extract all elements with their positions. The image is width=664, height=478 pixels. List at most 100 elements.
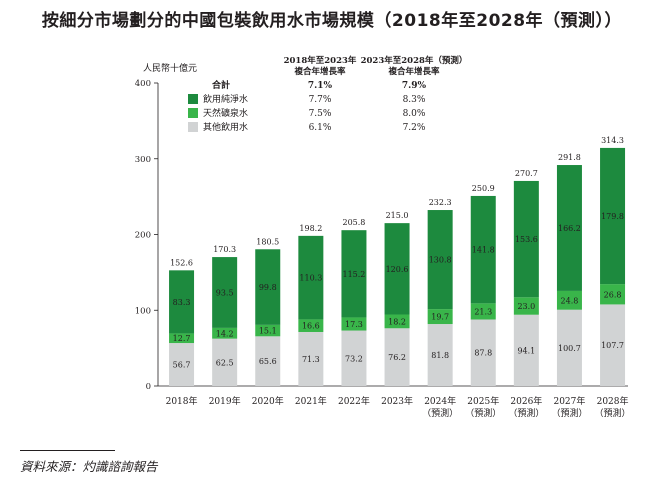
total-label: 215.0	[386, 211, 409, 220]
bar-segment	[212, 257, 238, 328]
source-divider	[20, 450, 115, 451]
data-label: 56.7	[173, 361, 191, 370]
data-label: 12.7	[173, 334, 191, 343]
bar-segment	[384, 314, 410, 329]
cagr-header: 2018年至2023年	[284, 55, 357, 66]
data-label: 14.2	[216, 329, 234, 338]
bar-segment	[513, 297, 539, 315]
bar-segment	[384, 223, 410, 315]
data-label: 73.2	[345, 354, 363, 363]
cagr-value: 7.9%	[402, 81, 427, 91]
bar-segment	[427, 210, 453, 310]
bar-segment	[470, 195, 496, 304]
total-label: 250.9	[472, 184, 495, 193]
data-label: 94.1	[517, 346, 535, 355]
bar-segment	[341, 317, 367, 331]
cagr-value: 7.2%	[403, 123, 426, 133]
x-tick-label: 2027年	[553, 395, 585, 407]
legend-swatch	[188, 94, 198, 104]
total-label: 152.6	[170, 258, 193, 267]
bar-segment	[470, 303, 496, 320]
legend-total-label: 合計	[212, 79, 230, 91]
data-label: 100.7	[558, 344, 581, 353]
cagr-value: 7.1%	[308, 81, 333, 91]
data-label: 99.8	[259, 283, 277, 292]
cagr-value: 7.5%	[309, 109, 332, 119]
x-tick-label: 2022年	[338, 395, 370, 407]
data-label: 24.8	[561, 296, 579, 305]
data-label: 93.5	[216, 288, 234, 297]
x-tick-label: 2018年	[166, 395, 198, 407]
data-label: 141.8	[472, 246, 495, 255]
y-tick-label: 100	[135, 306, 151, 316]
legend-swatch	[188, 122, 198, 132]
cagr-value: 8.3%	[403, 95, 426, 105]
x-tick-label: 2025年	[467, 395, 499, 407]
cagr-value: 6.1%	[309, 123, 332, 133]
total-label: 205.8	[342, 218, 365, 227]
cagr-value: 8.0%	[403, 109, 426, 119]
bar-segment	[384, 328, 410, 386]
data-label: 115.2	[342, 270, 365, 279]
bar-segment	[255, 249, 281, 325]
bar-segment	[600, 304, 626, 386]
bar-segment	[556, 290, 582, 310]
data-label: 107.7	[601, 341, 624, 350]
bar-segment	[556, 309, 582, 386]
x-tick-label: 2024年	[424, 395, 456, 407]
cagr-value: 7.7%	[309, 95, 332, 105]
data-label: 166.2	[558, 224, 581, 233]
x-tick-label: 2019年	[209, 395, 241, 407]
data-label: 71.3	[302, 355, 320, 364]
bar-segment	[427, 324, 453, 386]
page-title: 按細分市場劃分的中國包裝飲用水市場規模（2018年至2028年（預測））	[41, 11, 623, 31]
data-label: 76.2	[388, 353, 406, 362]
total-label: 270.7	[515, 169, 538, 178]
bar-segment	[169, 343, 195, 386]
total-label: 170.3	[213, 245, 236, 254]
bar-segment	[341, 330, 367, 386]
total-label: 198.2	[299, 224, 322, 233]
data-label: 18.2	[388, 317, 406, 326]
bar-segment	[169, 333, 195, 344]
source-note: 資料來源：灼識諮詢報告	[20, 459, 158, 474]
data-label: 62.5	[216, 358, 234, 367]
bar-segment	[600, 147, 626, 285]
bar-segment	[255, 324, 281, 337]
x-tick-label: 2023年	[381, 395, 413, 407]
total-label: 180.5	[256, 237, 279, 246]
data-label: 120.6	[386, 265, 409, 274]
bar-segment	[556, 165, 582, 291]
total-label: 291.8	[558, 153, 581, 162]
y-tick-label: 300	[135, 155, 151, 165]
forecast-note-label: （預測）	[595, 407, 631, 419]
cagr-header: 複合年增長率	[387, 66, 440, 77]
bar-segment	[298, 331, 324, 386]
data-label: 179.8	[601, 212, 624, 221]
bar-segment	[212, 338, 238, 386]
bar-segment	[255, 336, 281, 386]
legend-label: 天然礦泉水	[203, 107, 248, 119]
bar-segment	[470, 319, 496, 386]
bar-segment	[212, 327, 238, 339]
forecast-note-label: （預測）	[508, 407, 544, 419]
legend-swatch	[188, 108, 198, 118]
data-label: 19.7	[431, 313, 449, 322]
data-label: 15.1	[259, 327, 277, 336]
cagr-header: 複合年增長率	[293, 66, 346, 77]
bar-segment	[341, 230, 367, 318]
x-tick-label: 2028年	[597, 395, 629, 407]
y-tick-label: 0	[146, 382, 151, 392]
data-label: 26.8	[604, 290, 622, 299]
bar-segment	[513, 180, 539, 298]
bar-segment	[427, 309, 453, 325]
data-label: 83.3	[173, 298, 191, 307]
bar-segment	[513, 314, 539, 386]
forecast-note-label: （預測）	[551, 407, 587, 419]
data-label: 87.8	[474, 349, 492, 358]
data-label: 21.3	[474, 307, 492, 316]
bar-segment	[298, 235, 324, 320]
data-label: 16.6	[302, 322, 320, 331]
y-tick-label: 200	[135, 231, 151, 241]
